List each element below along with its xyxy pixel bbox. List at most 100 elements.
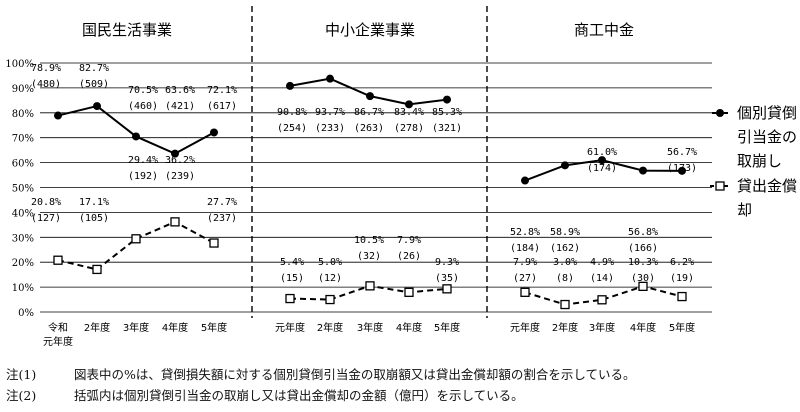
x-tick-label: 2年度 <box>317 321 343 334</box>
data-point-writeoff <box>404 287 414 297</box>
note-1-text: 図表中の%は、貸倒損失額に対する個別貸倒引当金の取崩額又は貸出金償却額の割合を示… <box>74 367 636 382</box>
data-label-amount: (192) <box>128 171 158 182</box>
data-label-amount: (35) <box>435 273 459 284</box>
x-tick-label: 元年度 <box>510 321 540 334</box>
data-label-percent: 86.7% <box>354 107 384 118</box>
panel-title: 中小企業事業 <box>325 21 415 39</box>
note-2-text: 括弧内は個別貸倒引当金の取崩し又は貸出金償却の金額（億円）を示している。 <box>74 388 524 403</box>
data-point-writeoff <box>170 217 180 227</box>
note-2-prefix: 注(2) <box>6 388 37 403</box>
x-tick-label: 令和 <box>48 321 68 334</box>
data-label-amount: (278) <box>394 123 424 134</box>
data-label-percent: 56.7% <box>667 147 697 158</box>
data-label-amount: (14) <box>590 273 614 284</box>
y-tick-label: 20% <box>12 258 34 269</box>
data-point-allowance <box>678 166 686 175</box>
data-label-amount: (19) <box>670 273 694 284</box>
data-point-allowance <box>443 95 451 104</box>
data-label-percent: 36.2% <box>165 155 195 166</box>
data-point-writeoff <box>520 287 530 297</box>
data-label-percent: 7.9% <box>397 235 421 246</box>
data-label-percent: 27.7% <box>207 197 237 208</box>
legend-label-allowance: 個別貸倒 <box>737 104 797 122</box>
data-point-allowance <box>598 156 606 165</box>
data-label-amount: (174) <box>587 163 617 174</box>
data-point-writeoff <box>442 284 452 294</box>
data-label-amount: (105) <box>79 213 109 224</box>
data-point-writeoff <box>365 281 375 291</box>
data-label-percent: 3.0% <box>553 257 577 268</box>
data-label-amount: (321) <box>432 123 462 134</box>
data-label-amount: (263) <box>354 123 384 134</box>
x-tick-label: 5年度 <box>201 321 227 334</box>
data-label-amount: (233) <box>315 123 345 134</box>
data-label-percent: 10.5% <box>354 235 384 246</box>
data-point-allowance <box>54 111 62 120</box>
data-label-amount: (32) <box>357 251 381 262</box>
y-tick-label: 70% <box>12 134 34 145</box>
data-point-writeoff <box>325 294 335 305</box>
x-tick-label: 5年度 <box>669 321 695 334</box>
data-label-percent: 56.8% <box>628 227 658 238</box>
data-label-amount: (254) <box>277 123 307 134</box>
x-tick-label: 4年度 <box>162 321 188 334</box>
data-label-amount: (30) <box>631 273 655 284</box>
data-label-amount: (27) <box>513 273 537 284</box>
y-tick-label: 60% <box>12 159 34 170</box>
panel-title: 国民生活事業 <box>82 21 172 39</box>
data-label-percent: 5.4% <box>280 257 304 268</box>
data-point-writeoff <box>560 299 570 310</box>
data-label-percent: 78.9% <box>31 63 61 74</box>
x-tick-label: 5年度 <box>434 321 460 334</box>
data-label-percent: 58.9% <box>550 227 580 238</box>
data-label-percent: 17.1% <box>79 197 109 208</box>
y-tick-label: 100% <box>5 59 34 70</box>
series-line-allowance <box>289 77 448 106</box>
y-tick-label: 0% <box>18 308 34 319</box>
x-tick-label: 4年度 <box>396 321 422 334</box>
legend-label-allowance: 取崩し <box>737 152 782 170</box>
data-point-writeoff <box>597 295 607 305</box>
series-line-allowance <box>57 104 215 155</box>
data-point-allowance <box>132 132 140 141</box>
data-label-percent: 90.8% <box>277 107 307 118</box>
data-label-amount: (480) <box>31 79 61 90</box>
y-tick-label: 80% <box>12 109 34 120</box>
legend-marker-writeoff <box>715 181 725 191</box>
data-label-amount: (15) <box>280 273 304 284</box>
legend-label-writeoff: 却 <box>737 201 752 219</box>
data-label-percent: 6.2% <box>670 257 694 268</box>
data-label-amount: (184) <box>510 243 540 254</box>
data-label-percent: 85.3% <box>432 107 462 118</box>
x-tick-label: 2年度 <box>552 321 578 334</box>
note-1-prefix: 注(1) <box>6 367 37 382</box>
data-label-amount: (421) <box>165 101 195 112</box>
data-label-amount: (460) <box>128 101 158 112</box>
data-label-percent: 7.9% <box>513 257 537 268</box>
data-point-allowance <box>405 100 413 109</box>
x-tick-label: 2年度 <box>84 321 110 334</box>
x-tick-label: 3年度 <box>589 321 615 334</box>
data-label-percent: 4.9% <box>590 257 614 268</box>
legend-label-writeoff: 貸出金償 <box>737 177 797 195</box>
data-point-writeoff <box>677 291 687 302</box>
data-point-allowance <box>366 92 374 101</box>
data-label-percent: 29.4% <box>128 155 158 166</box>
data-label-percent: 61.0% <box>587 147 617 158</box>
data-label-amount: (237) <box>207 213 237 224</box>
data-point-writeoff <box>209 238 219 248</box>
data-point-writeoff <box>638 281 648 292</box>
x-tick-label: 3年度 <box>123 321 149 334</box>
y-tick-label: 10% <box>12 283 34 294</box>
data-point-allowance <box>210 128 218 137</box>
legend-label-allowance: 引当金の <box>737 128 797 146</box>
data-point-writeoff <box>53 255 63 265</box>
data-point-allowance <box>93 102 101 111</box>
data-label-percent: 9.3% <box>435 257 459 268</box>
series-line-writeoff <box>524 285 683 306</box>
data-point-writeoff <box>131 234 141 244</box>
legend-marker-allowance <box>716 109 724 117</box>
x-tick-label: 4年度 <box>630 321 656 334</box>
data-label-percent: 20.8% <box>31 197 61 208</box>
data-label-amount: (173) <box>667 163 697 174</box>
